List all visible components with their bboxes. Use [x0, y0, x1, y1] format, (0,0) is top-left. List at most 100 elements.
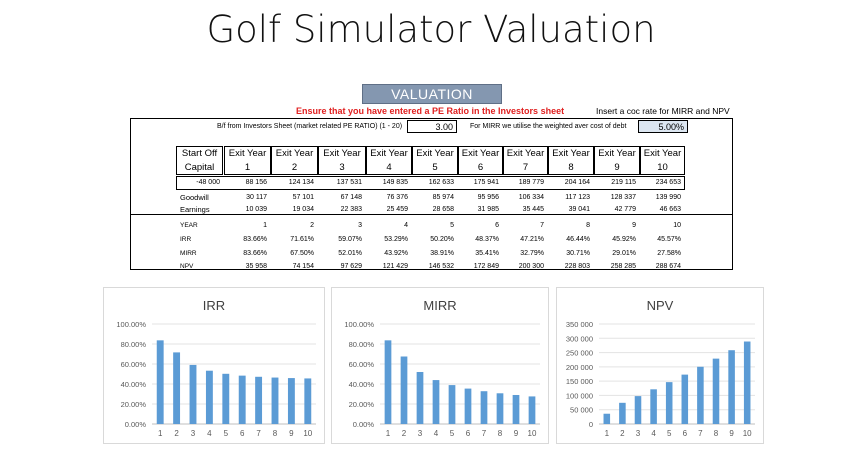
start-capital-header: Start Off Capital — [176, 146, 223, 175]
irr-cell: 53.29% — [384, 236, 408, 243]
exit-year-label: Exit Year — [416, 148, 454, 159]
npv-chart: NPV 0 50 000 100 000 150 000 200 000 250 000 30… — [556, 287, 764, 444]
goodwill-cell: 106 334 — [518, 194, 544, 201]
coc-rate-input[interactable]: 5.00% — [638, 120, 688, 133]
x-tick-label: 3 — [191, 429, 196, 438]
value-cell: 175 941 — [473, 179, 499, 186]
x-tick-label: 2 — [620, 429, 625, 438]
year-cell: 9 — [632, 222, 636, 229]
mirr-cell: 83.66% — [243, 250, 267, 257]
value-cell: 234 653 — [655, 179, 681, 186]
value-cell: 204 164 — [564, 179, 590, 186]
earnings-cell: 10 039 — [245, 206, 267, 213]
mirr-cell: 32.79% — [520, 250, 544, 257]
bar — [634, 396, 642, 424]
bar — [384, 340, 392, 424]
exit-year-number: 8 — [568, 162, 574, 173]
irr-label: IRR — [180, 236, 192, 243]
irr-cell: 83.66% — [243, 236, 267, 243]
npv-cell: 258 285 — [610, 263, 636, 270]
value-row-box — [176, 176, 685, 190]
y-tick-label: 100 000 — [566, 391, 593, 400]
bar — [496, 393, 504, 424]
exit-year-number: 5 — [432, 162, 438, 173]
irr-cell: 46.44% — [566, 236, 590, 243]
y-tick-label: 20.00% — [349, 400, 375, 409]
year-cell: 2 — [310, 222, 314, 229]
x-tick-label: 5 — [224, 429, 229, 438]
y-tick-label: 60.00% — [121, 360, 147, 369]
mirr-cell: 35.41% — [475, 250, 499, 257]
y-tick-label: 100.00% — [344, 320, 374, 329]
exit-year-number: 4 — [386, 162, 392, 173]
bar — [665, 382, 673, 424]
start-capital-header-line1: Start Off — [181, 148, 218, 159]
earnings-cell: 42 779 — [614, 206, 636, 213]
exit-year-number: 2 — [291, 162, 298, 173]
mirr-cell: 43.92% — [384, 250, 408, 257]
value-cell: 124 134 — [288, 179, 314, 186]
bar — [464, 388, 472, 424]
mirr-chart: MIRR 0.00% 20.00% 40.00% 60.00% 80.00% 100.00%… — [331, 287, 549, 444]
mirr-cell: 38.91% — [430, 250, 454, 257]
irr-chart: IRR 0.00% 20.00% 40.00% 60.00% 80.00% 100.00% 1… — [103, 287, 325, 444]
x-tick-label: 6 — [240, 429, 245, 438]
valuation-table-panel — [130, 118, 733, 270]
npv-cell: 146 532 — [428, 263, 454, 270]
exit-year-header: Exit Year 6 — [458, 146, 503, 175]
exit-year-number: 7 — [522, 162, 529, 173]
y-tick-label: 300 000 — [566, 334, 593, 343]
y-tick-label: 100.00% — [116, 320, 146, 329]
value-cell: 149 835 — [382, 179, 408, 186]
exit-year-number: 3 — [339, 162, 345, 173]
goodwill-cell: 67 148 — [340, 194, 362, 201]
exit-year-label: Exit Year — [598, 148, 636, 159]
y-tick-label: 350 000 — [566, 320, 593, 329]
earnings-cell: 46 663 — [659, 206, 681, 213]
npv-cell: 228 803 — [564, 263, 590, 270]
bar — [681, 374, 689, 424]
bar — [743, 341, 751, 424]
y-tick-label: 80.00% — [121, 340, 147, 349]
year-cell: 5 — [450, 222, 454, 229]
irr-cell: 45.57% — [657, 236, 681, 243]
irr-cell: 45.92% — [612, 236, 636, 243]
bar — [156, 340, 164, 424]
exit-year-header: Exit Year 3 — [318, 146, 366, 175]
x-tick-label: 4 — [434, 429, 439, 438]
y-tick-label: 0 — [589, 420, 593, 429]
mirr-note-label: For MIRR we utilise the weighted aver co… — [470, 123, 627, 130]
y-tick-label: 0.00% — [125, 420, 147, 429]
x-tick-label: 8 — [273, 429, 278, 438]
goodwill-cell: 30 117 — [246, 194, 267, 201]
exit-year-label: Exit Year — [228, 148, 267, 159]
bar — [222, 373, 230, 424]
y-tick-label: 150 000 — [566, 377, 593, 386]
exit-year-label: Exit Year — [370, 148, 408, 159]
npv-cell: 121 429 — [382, 263, 408, 270]
pe-ratio-input[interactable]: 3.00 — [407, 120, 457, 133]
exit-year-label: Exit Year — [461, 148, 500, 159]
goodwill-cell: 85 974 — [432, 194, 454, 201]
mirr-cell: 29.01% — [612, 250, 636, 257]
y-tick-label: 60.00% — [349, 360, 375, 369]
y-tick-label: 0.00% — [353, 420, 375, 429]
exit-year-number: 10 — [657, 162, 668, 173]
bar — [512, 394, 520, 424]
bar — [528, 396, 536, 424]
x-tick-label: 3 — [636, 429, 641, 438]
irr-cell: 59.07% — [338, 236, 362, 243]
exit-year-header: Exit Year 1 — [224, 146, 271, 175]
x-tick-label: 2 — [174, 429, 179, 438]
earnings-cell: 35 445 — [522, 206, 544, 213]
year-cell: 6 — [495, 222, 499, 229]
x-tick-label: 9 — [514, 429, 519, 438]
mirr-cell: 67.50% — [290, 250, 314, 257]
bar — [304, 378, 312, 424]
exit-year-number: 6 — [477, 162, 484, 173]
y-tick-label: 40.00% — [349, 380, 375, 389]
exit-year-header: Exit Year 4 — [366, 146, 412, 175]
bar — [255, 376, 263, 424]
x-tick-label: 8 — [498, 429, 503, 438]
irr-cell: 48.37% — [475, 236, 499, 243]
